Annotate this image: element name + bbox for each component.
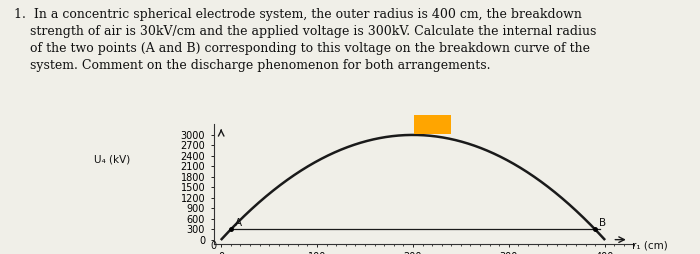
Text: r₁ (cm): r₁ (cm) bbox=[631, 241, 667, 251]
Text: 1.  In a concentric spherical electrode system, the outer radius is 400 cm, the : 1. In a concentric spherical electrode s… bbox=[14, 8, 596, 72]
Text: U₄ (kV): U₄ (kV) bbox=[94, 154, 130, 164]
Text: 0: 0 bbox=[211, 241, 216, 251]
Text: B: B bbox=[598, 218, 606, 228]
Text: A: A bbox=[234, 218, 242, 228]
